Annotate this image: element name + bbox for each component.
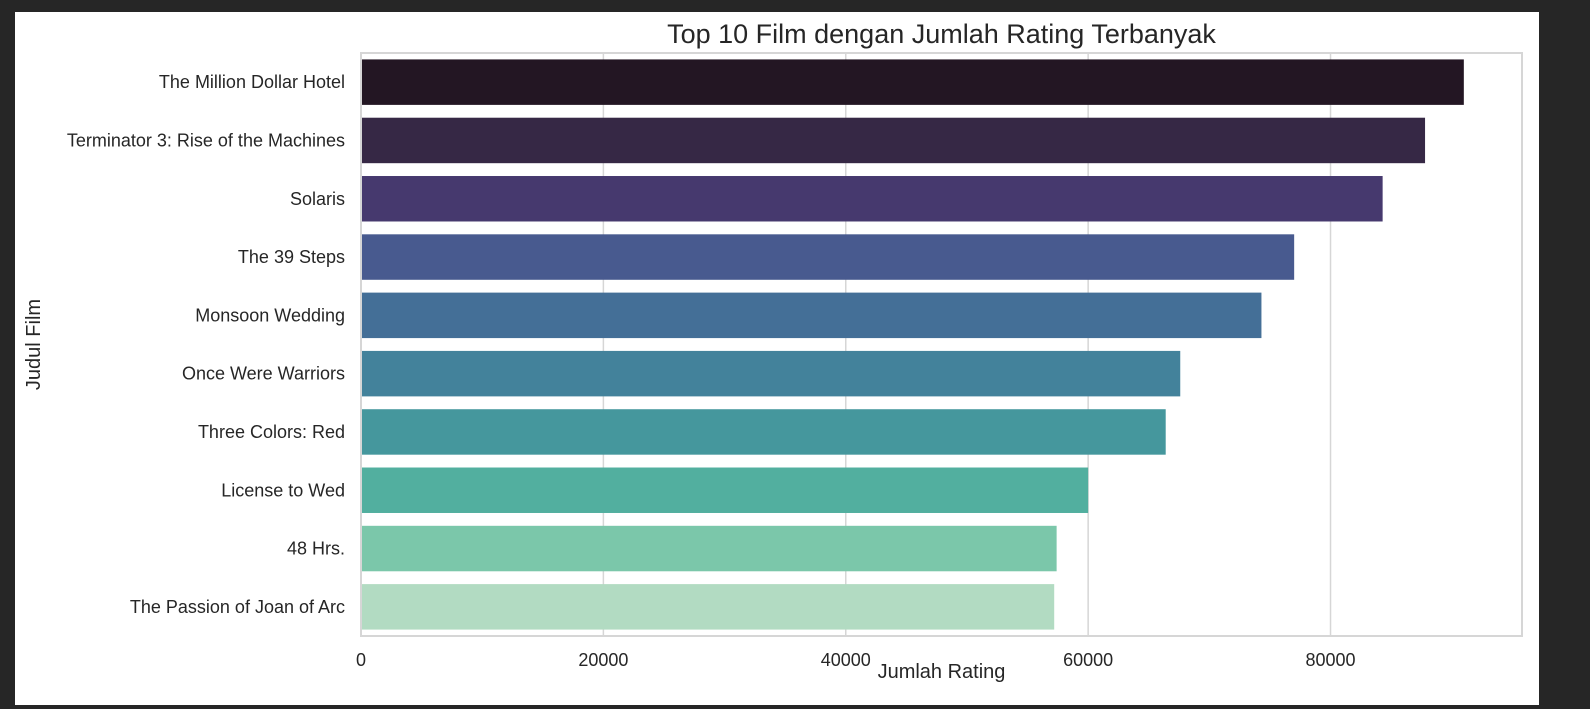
bar	[361, 234, 1295, 280]
y-tick-labels: The Million Dollar Hotel Terminator 3: Ri…	[67, 72, 345, 617]
y-tick-label: Three Colors: Red	[198, 422, 345, 442]
bar	[361, 350, 1181, 397]
y-tick-label: The 39 Steps	[238, 247, 345, 267]
chart-figure: The Million Dollar Hotel Terminator 3: Ri…	[15, 12, 1539, 705]
y-axis-title: Judul Film	[23, 299, 45, 390]
plot-frame	[360, 52, 1523, 637]
x-tick-labels: 0 20000 40000 60000 80000	[356, 650, 1356, 670]
y-tick-label: 48 Hrs.	[287, 539, 345, 559]
bar-chart: The Million Dollar Hotel Terminator 3: Ri…	[23, 19, 1523, 683]
x-tick-label: 0	[356, 650, 366, 670]
bar	[361, 467, 1089, 513]
bar	[361, 117, 1426, 164]
bar	[361, 409, 1166, 455]
y-tick-label: Monsoon Wedding	[195, 305, 345, 325]
y-tick-label: Terminator 3: Rise of the Machines	[67, 130, 345, 150]
x-tick-label: 20000	[578, 650, 628, 670]
x-tick-label: 40000	[821, 650, 871, 670]
x-tick-label: 80000	[1305, 650, 1355, 670]
y-tick-label: Once Were Warriors	[182, 364, 345, 384]
x-axis-title: Jumlah Rating	[878, 661, 1006, 683]
y-tick-label: The Passion of Joan of Arc	[130, 597, 345, 617]
x-tick-label: 60000	[1063, 650, 1113, 670]
bar	[361, 525, 1057, 572]
y-tick-label: License to Wed	[221, 480, 345, 500]
y-tick-label: The Million Dollar Hotel	[159, 72, 345, 92]
chart-title: Top 10 Film dengan Jumlah Rating Terbany…	[667, 19, 1216, 49]
bar	[361, 59, 1464, 105]
y-tick-label: Solaris	[290, 189, 345, 209]
bar-layer	[361, 59, 1464, 630]
bar	[361, 584, 1055, 630]
bar	[361, 292, 1262, 339]
bar	[361, 176, 1383, 222]
